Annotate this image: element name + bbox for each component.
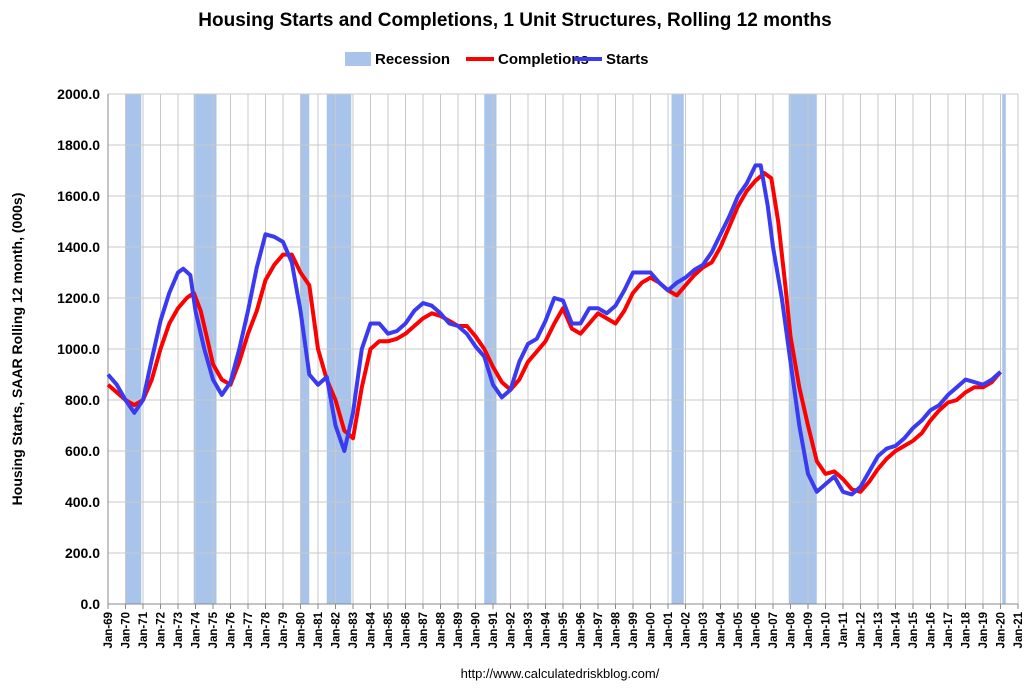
y-tick-label: 800.0 [65,392,100,408]
x-tick-label: Jan-08 [786,611,798,648]
x-tick-label: Jan-14 [891,611,903,648]
x-tick-label: Jan-93 [523,612,535,648]
x-tick-label: Jan-87 [418,612,430,648]
legend-swatch [345,52,371,66]
x-tick-label: Jan-06 [751,612,763,648]
x-tick-label: Jan-09 [803,612,815,648]
x-tick-label: Jan-77 [243,612,255,648]
x-tick-label: Jan-15 [908,611,920,648]
x-tick-label: Jan-70 [121,612,133,648]
y-tick-label: 1000.0 [57,341,100,357]
x-tick-label: Jan-86 [401,612,413,648]
x-tick-label: Jan-91 [488,611,500,648]
y-axis-label: Housing Starts, SAAR Rolling 12 month, (… [9,193,25,506]
chart-title: Housing Starts and Completions, 1 Unit S… [198,10,831,31]
x-tick-label: Jan-75 [208,611,220,648]
y-tick-label: 600.0 [65,443,100,459]
x-tick-label: Jan-76 [226,612,238,648]
legend-label: Starts [606,51,649,68]
x-tick-label: Jan-21 [1013,611,1025,648]
x-tick-label: Jan-07 [768,612,780,648]
x-tick-label: Jan-85 [383,611,395,648]
series-line [106,163,1002,497]
x-tick-label: Jan-05 [733,611,745,648]
x-tick-label: Jan-00 [646,612,658,648]
x-tick-label: Jan-98 [611,611,623,648]
x-tick-label: Jan-83 [348,612,360,648]
x-tick-label: Jan-78 [261,611,273,648]
x-tick-label: Jan-88 [436,611,448,648]
x-tick-label: Jan-18 [961,611,973,648]
legend: Recession Completions Starts [345,51,649,68]
y-tick-label: 2000.0 [57,86,100,102]
x-tick-label: Jan-95 [558,611,570,648]
x-tick-label: Jan-89 [453,612,465,648]
x-tick-label: Jan-19 [978,612,990,648]
x-tick-label: Jan-10 [821,612,833,648]
x-tick-label: Jan-01 [663,611,675,648]
x-tick-label: Jan-02 [681,612,693,648]
y-tick-label: 1400.0 [57,239,100,255]
x-tick-label: Jan-11 [838,611,850,647]
x-tick-label: Jan-81 [313,611,325,648]
x-tick-label: Jan-94 [541,611,553,648]
x-tick-label: Jan-04 [716,611,728,648]
y-tick-label: 200.0 [65,545,100,561]
x-tick-label: Jan-80 [296,612,308,648]
x-tick-label: Jan-13 [873,612,885,648]
x-tick-label: Jan-90 [471,612,483,648]
x-tick-label: Jan-71 [138,611,150,648]
x-tick-label: Jan-72 [156,612,168,648]
x-tick-label: Jan-92 [506,612,518,648]
y-tick-label: 1800.0 [57,137,100,153]
y-tick-label: 1600.0 [57,188,100,204]
x-tick-label: Jan-74 [191,611,203,648]
source: http://www.calculatedriskblog.com/ [461,666,660,681]
y-tick-label: 400.0 [65,494,100,510]
y-tick-label: 0.0 [81,596,101,612]
x-tick-label: Jan-99 [628,612,640,648]
x-tick-label: Jan-79 [278,612,290,648]
x-tick-label: Jan-97 [593,612,605,648]
x-tick-label: Jan-20 [996,612,1008,648]
y-tick-label: 1200.0 [57,290,100,306]
series-line [106,171,1003,494]
legend-label: Completions [498,51,589,68]
legend-label: Recession [375,51,450,68]
x-tick-label: Jan-12 [856,612,868,648]
x-tick-label: Jan-69 [103,612,115,648]
x-tick-label: Jan-03 [698,612,710,648]
x-tick-label: Jan-96 [576,612,588,648]
x-tick-label: Jan-73 [173,612,185,648]
x-tick-label: Jan-82 [331,612,343,648]
x-tick-label: Jan-84 [366,611,378,648]
x-tick-label: Jan-17 [943,612,955,648]
x-tick-label: Jan-16 [926,612,938,648]
